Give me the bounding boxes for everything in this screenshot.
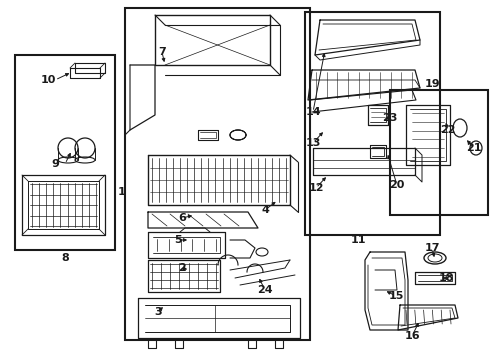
Text: 14: 14 — [305, 107, 321, 117]
Text: 22: 22 — [440, 125, 456, 135]
Text: 10: 10 — [40, 75, 56, 85]
Text: 23: 23 — [382, 113, 398, 123]
Text: 4: 4 — [261, 205, 269, 215]
Text: 8: 8 — [61, 253, 69, 263]
Text: 24: 24 — [257, 285, 273, 295]
Text: 7: 7 — [158, 47, 166, 57]
Text: 9: 9 — [51, 159, 59, 169]
Text: 6: 6 — [178, 213, 186, 223]
Bar — [125, 8, 310, 340]
Bar — [390, 90, 488, 215]
Text: 19: 19 — [424, 79, 440, 89]
Text: 3: 3 — [154, 307, 162, 317]
Text: 15: 15 — [388, 291, 404, 301]
Bar — [15, 55, 115, 250]
Text: 5: 5 — [174, 235, 182, 245]
Text: 12: 12 — [308, 183, 324, 193]
Text: 1: 1 — [118, 187, 126, 197]
Text: 11: 11 — [350, 235, 366, 245]
Text: 20: 20 — [390, 180, 405, 190]
Text: 21: 21 — [466, 143, 482, 153]
Text: 17: 17 — [424, 243, 440, 253]
Text: 13: 13 — [305, 138, 320, 148]
Bar — [305, 12, 440, 235]
Text: 18: 18 — [438, 273, 454, 283]
Text: 2: 2 — [178, 263, 186, 273]
Text: 16: 16 — [404, 331, 420, 341]
